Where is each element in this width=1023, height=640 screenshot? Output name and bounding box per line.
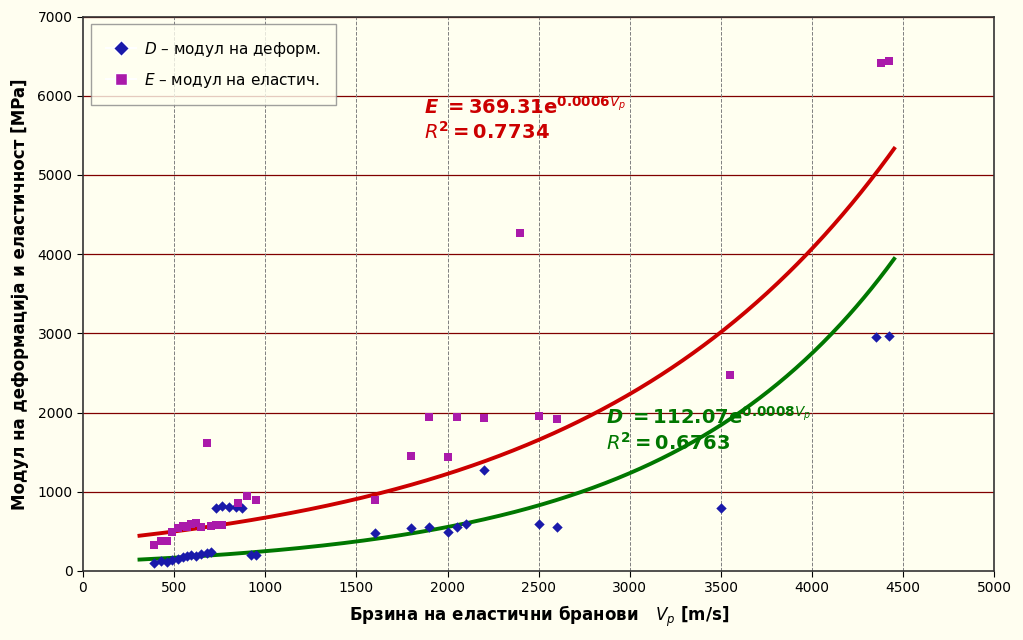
Point [164,555,180,565]
X-axis label: Брзина на еластични бранови   $V_p$ [m/s]: Брзина на еластични бранови $V_p$ [m/s] [349,604,728,629]
Point [146,558,163,568]
Point [228,502,244,512]
Point [713,503,729,513]
Point [146,540,163,550]
Point [531,519,547,529]
Point [248,495,264,506]
Point [198,438,215,449]
Point [159,536,175,546]
Point [233,503,250,513]
Point [179,522,195,532]
Point [548,414,565,424]
Point [170,554,186,564]
Point [439,452,455,462]
Point [203,547,219,557]
Point [164,527,180,537]
Point [874,58,890,68]
Point [868,332,884,342]
Point [175,521,191,531]
Point [403,523,419,533]
Point [221,502,237,512]
Point [881,56,897,66]
Text: $\bfit{E}$ $\mathbf{= 369.31e^{0.0006\mathit{V_p}}}$
$\mathbf{\mathit{R}^2 = 0.7: $\bfit{E}$ $\mathbf{= 369.31e^{0.0006\ma… [424,96,626,143]
Point [208,520,224,531]
Point [179,551,195,561]
Y-axis label: Модул на деформација и еластичност [MPa]: Модул на деформација и еластичност [MPa] [11,78,29,509]
Point [248,550,264,560]
Point [175,552,191,562]
Point [548,522,565,532]
Point [214,501,230,511]
Point [476,413,492,423]
Point [193,522,210,532]
Point [513,228,529,238]
Point [208,503,224,513]
Point [366,495,383,505]
Point [153,556,170,566]
Point [722,370,739,380]
Point [439,527,455,537]
Point [531,411,547,421]
Point [198,548,215,558]
Point [170,523,186,533]
Point [182,519,198,529]
Point [242,550,259,560]
Point [203,521,219,531]
Point [188,518,205,528]
Point [366,528,383,538]
Point [193,549,210,559]
Legend: $D$ – модул на деформ., $E$ – модул на еластич.: $D$ – модул на деформ., $E$ – модул на е… [91,24,337,105]
Point [214,520,230,530]
Point [448,412,464,422]
Point [881,331,897,341]
Point [238,491,255,501]
Point [159,557,175,567]
Point [403,451,419,461]
Point [153,536,170,546]
Point [457,519,474,529]
Point [421,412,438,422]
Point [182,550,198,561]
Point [476,465,492,475]
Point [448,522,464,532]
Point [230,498,247,508]
Text: $\bfit{D}$ $\mathbf{= 112.07e^{0.0008\mathit{V_p}}}$
$\mathbf{\mathit{R}^2 = 0.6: $\bfit{D}$ $\mathbf{= 112.07e^{0.0008\ma… [607,406,811,454]
Point [421,522,438,532]
Point [188,551,205,561]
